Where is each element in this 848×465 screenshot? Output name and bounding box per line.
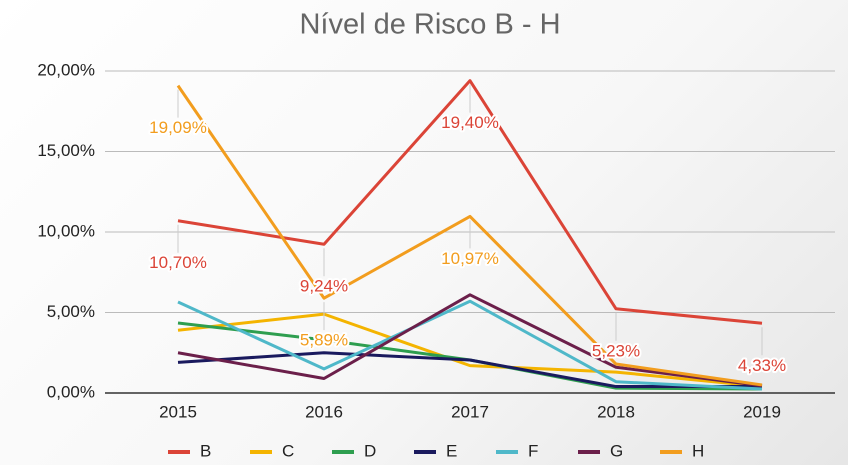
- x-tick-label: 2019: [743, 402, 781, 421]
- x-tick-label: 2017: [451, 402, 489, 421]
- series-line: [177, 351, 762, 389]
- value-label: 5,89%: [300, 331, 348, 350]
- value-label: 10,70%: [149, 253, 207, 272]
- value-label: 10,97%: [441, 249, 499, 268]
- series-line: [177, 79, 763, 325]
- series-line: [176, 84, 763, 387]
- value-label: 19,09%: [149, 118, 207, 137]
- y-tick-label: 20,00%: [37, 60, 95, 79]
- value-label: 4,33%: [738, 356, 786, 375]
- series-line: [177, 299, 763, 391]
- legend-label: C: [282, 441, 294, 460]
- series-line: [177, 312, 763, 389]
- x-tick-label: 2016: [305, 402, 343, 421]
- series-line: [177, 293, 763, 388]
- x-tick-label: 2015: [159, 402, 197, 421]
- y-tick-label: 0,00%: [47, 382, 95, 401]
- value-label: 9,24%: [300, 277, 348, 296]
- y-tick-label: 15,00%: [37, 141, 95, 160]
- legend-label: E: [446, 441, 457, 460]
- legend-label: D: [364, 441, 376, 460]
- legend-label: G: [610, 441, 623, 460]
- chart-title: Nível de Risco B - H: [299, 9, 560, 41]
- x-tick-label: 2018: [597, 402, 635, 421]
- value-label: 5,23%: [592, 341, 640, 360]
- legend-label: B: [200, 441, 211, 460]
- legend-label: F: [528, 441, 538, 460]
- legend-label: H: [692, 441, 704, 460]
- value-label: 19,40%: [441, 113, 499, 132]
- y-tick-label: 10,00%: [37, 221, 95, 240]
- y-tick-label: 5,00%: [47, 302, 95, 321]
